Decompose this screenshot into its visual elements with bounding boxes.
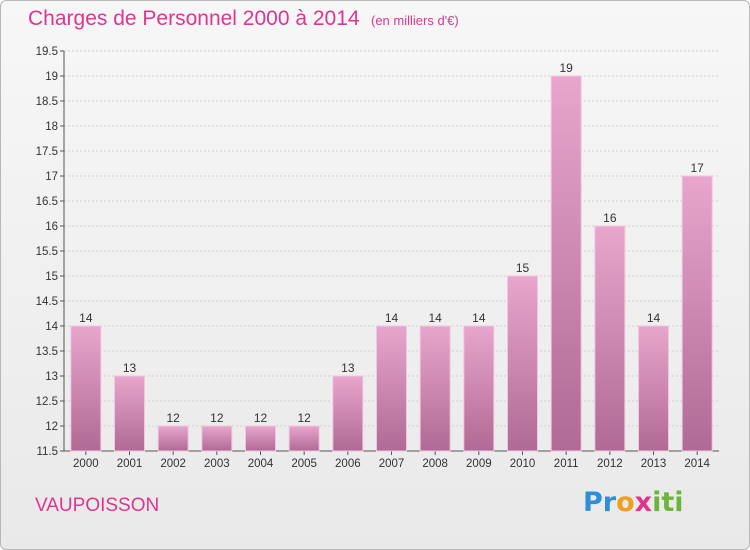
y-tick-label: 18 [45, 121, 58, 133]
bar-2014 [681, 175, 713, 452]
x-tick-label: 2014 [684, 458, 710, 470]
chart-title: Charges de Personnel 2000 à 2014 [28, 7, 360, 30]
y-tick-label: 19.5 [36, 46, 58, 58]
y-tick-label: 18.5 [36, 96, 58, 108]
x-tick-label: 2006 [335, 458, 361, 470]
y-tick-label: 11.5 [36, 446, 58, 458]
value-label: 17 [690, 161, 704, 175]
y-tick-label: 17.5 [36, 146, 58, 158]
value-label: 13 [123, 361, 137, 375]
logo-part: x [634, 487, 653, 518]
chart-subtitle: (en milliers d'€) [371, 13, 459, 28]
bar-2001 [114, 375, 145, 452]
y-tick-label: 12 [45, 421, 58, 433]
y-tick-label: 13.5 [36, 346, 58, 358]
bar-2007 [376, 325, 407, 452]
value-label: 14 [647, 311, 661, 325]
labels: 11.5 12 12.5 13 13.5 14 14.5 15 15.5 16 16.5 17 17.5… [36, 46, 711, 470]
value-label: 19 [559, 61, 573, 75]
value-label: 14 [385, 311, 399, 325]
bar-2004 [245, 425, 276, 452]
bar-2010 [507, 275, 538, 452]
y-tick-label: 17 [45, 171, 58, 183]
x-tick-label: 2010 [510, 458, 536, 470]
value-label: 12 [254, 411, 268, 425]
y-tick-label: 15.5 [36, 246, 58, 258]
logo-part: iti [652, 487, 684, 518]
y-tick-label: 13 [45, 371, 58, 383]
x-tick-label: 2003 [204, 458, 230, 470]
bar-2002 [157, 425, 189, 452]
x-tick-label: 2005 [291, 458, 317, 470]
x-tick-label: 2013 [641, 458, 667, 470]
x-tick-label: 2012 [597, 458, 623, 470]
commune-name: VAUPOISSON [35, 495, 160, 516]
value-label: 12 [210, 411, 224, 425]
bar-2003 [201, 425, 233, 452]
value-label: 15 [516, 261, 530, 275]
bar-2011 [550, 75, 582, 452]
bar-2005 [288, 425, 320, 452]
bar-2012 [594, 225, 626, 452]
x-tick-label: 2004 [248, 458, 274, 470]
value-label: 12 [297, 411, 311, 425]
x-tick-label: 2009 [466, 458, 492, 470]
value-label: 14 [79, 311, 93, 325]
value-label: 14 [428, 311, 442, 325]
y-tick-label: 15 [45, 271, 58, 283]
x-tick-label: 2001 [117, 458, 143, 470]
value-label: 12 [166, 411, 180, 425]
x-tick-label: 2007 [379, 458, 405, 470]
bar-2000 [70, 325, 102, 452]
y-tick-label: 19 [45, 71, 58, 83]
logo-part: o [616, 487, 635, 518]
value-label: 16 [603, 211, 617, 225]
y-tick-label: 16.5 [36, 196, 58, 208]
bar-2006 [332, 375, 364, 452]
bars [70, 75, 713, 452]
x-tick-label: 2011 [554, 458, 579, 470]
bar-2008 [419, 325, 451, 452]
logo-part: Pr [583, 487, 617, 518]
x-tick-label: 2002 [160, 458, 186, 470]
y-tick-label: 14 [45, 321, 58, 333]
x-tick-label: 2008 [422, 458, 448, 470]
y-tick-label: 16 [45, 221, 58, 233]
x-tick-label: 2000 [73, 458, 99, 470]
proxiti-logo: Proxiti [583, 487, 684, 518]
y-tick-label: 12.5 [36, 396, 58, 408]
bar-2013 [638, 325, 669, 452]
y-tick-label: 14.5 [36, 296, 58, 308]
bar-2009 [463, 325, 495, 452]
value-label: 14 [472, 311, 486, 325]
value-label: 13 [341, 361, 355, 375]
